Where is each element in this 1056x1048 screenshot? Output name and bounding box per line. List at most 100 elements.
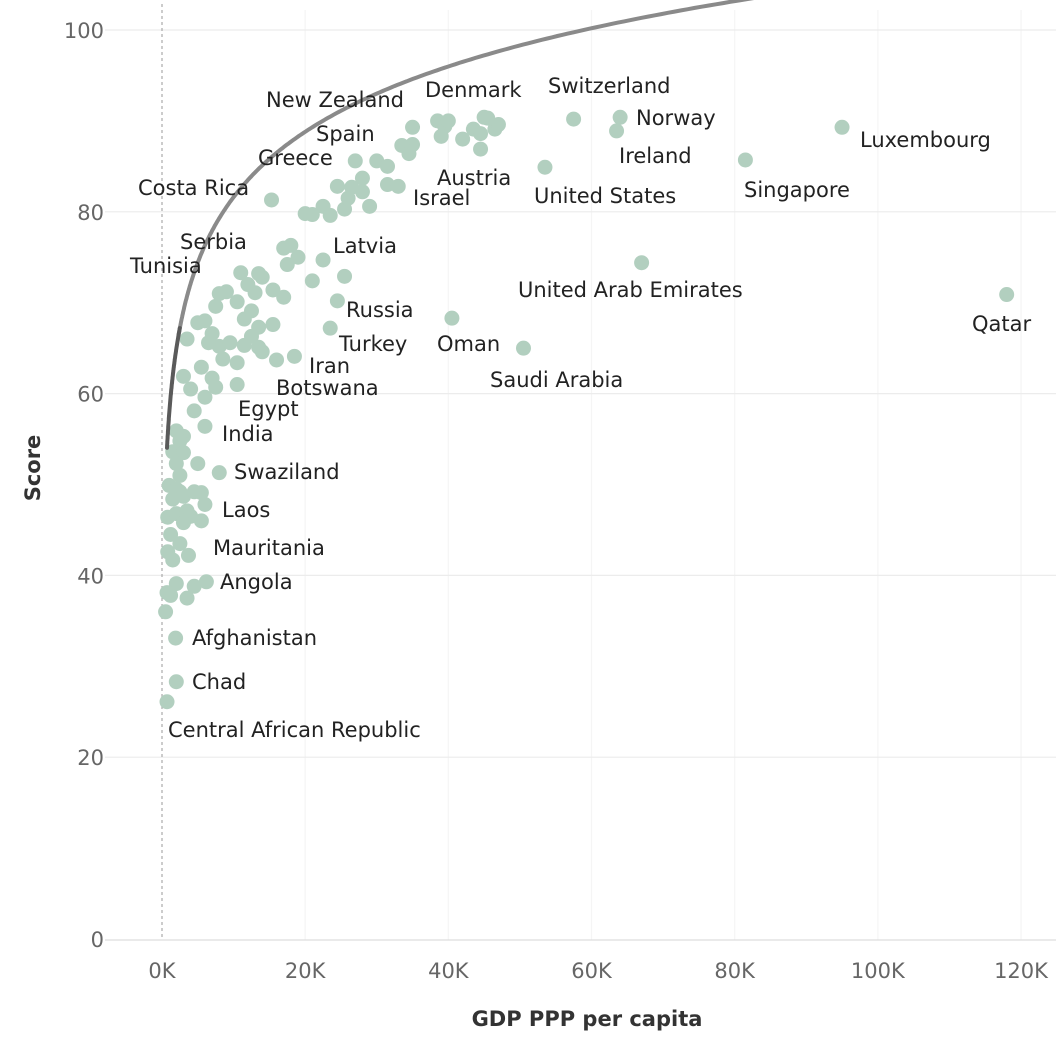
data-points (158, 109, 1015, 710)
y-tick-label: 100 (64, 19, 104, 43)
data-point (265, 282, 281, 298)
x-tick-label: 80K (714, 959, 756, 983)
point-label: Luxembourg (860, 128, 991, 152)
data-point (158, 604, 174, 620)
trend-line-lower (165, 326, 182, 450)
data-point (337, 268, 353, 284)
data-point (354, 170, 370, 186)
y-tick-label: 40 (77, 564, 104, 588)
point-label: Mauritania (213, 536, 325, 560)
data-point (290, 249, 306, 265)
data-point (197, 496, 213, 512)
point-label: Austria (437, 166, 511, 190)
x-axis-title: GDP PPP per capita (472, 1007, 703, 1031)
point-label: India (222, 422, 274, 446)
data-point (401, 146, 417, 162)
point-label: Iran (309, 354, 350, 378)
point-label: Costa Rica (138, 176, 249, 200)
data-point (279, 257, 295, 273)
data-point (198, 574, 214, 590)
data-point (265, 317, 281, 333)
x-tick-label: 0K (148, 959, 176, 983)
point-label: Angola (220, 570, 293, 594)
point-label: Laos (222, 498, 270, 522)
data-point (612, 109, 628, 125)
data-point (390, 178, 406, 194)
data-point (197, 313, 213, 329)
point-label: New Zealand (266, 88, 404, 112)
x-tick-label: 120K (994, 959, 1049, 983)
data-point (180, 547, 196, 563)
point-label: Botswana (276, 376, 379, 400)
point-label: Swaziland (234, 460, 340, 484)
data-point (322, 320, 338, 336)
point-label: Central African Republic (168, 718, 421, 742)
data-point (297, 206, 313, 222)
data-point (405, 119, 421, 135)
y-axis-ticks: 0 20 40 60 80 100 (64, 19, 104, 952)
data-point (193, 359, 209, 375)
point-label: Norway (636, 106, 716, 130)
data-point (329, 293, 345, 309)
data-point (208, 379, 224, 395)
data-point (159, 585, 175, 601)
data-point (179, 590, 195, 606)
point-label: Latvia (333, 234, 397, 258)
data-point (566, 111, 582, 127)
data-point (515, 340, 531, 356)
data-point (440, 113, 456, 129)
y-tick-label: 80 (77, 201, 104, 225)
data-point (229, 355, 245, 371)
data-point (175, 368, 191, 384)
data-point (276, 289, 292, 305)
trend-line (165, 0, 755, 450)
point-label: Greece (258, 146, 333, 170)
data-point (251, 266, 267, 282)
data-point (304, 273, 320, 289)
data-point (229, 377, 245, 393)
point-label: Tunisia (129, 254, 202, 278)
point-label: Saudi Arabia (490, 368, 623, 392)
data-point (197, 389, 213, 405)
trend-line-upper (176, 0, 755, 338)
data-point (183, 381, 199, 397)
data-point (286, 348, 302, 364)
x-tick-label: 100K (851, 959, 906, 983)
data-point (609, 123, 625, 139)
point-label: Spain (316, 122, 375, 146)
data-point (175, 445, 191, 461)
data-point (315, 252, 331, 268)
data-point (165, 444, 181, 460)
data-point (190, 456, 206, 472)
data-point (172, 433, 188, 449)
data-point (634, 255, 650, 271)
data-point (455, 131, 471, 147)
data-point (473, 126, 489, 142)
point-label: Serbia (180, 230, 247, 254)
point-label: United States (534, 184, 676, 208)
x-axis-ticks: 0K 20K 40K 60K 80K 100K 120K (148, 959, 1049, 983)
data-point (208, 298, 224, 314)
data-point (159, 694, 175, 710)
data-point (264, 192, 280, 208)
data-point (215, 351, 231, 367)
data-point (240, 277, 256, 293)
point-label: Israel (413, 186, 470, 210)
point-label: Egypt (238, 397, 299, 421)
data-point (834, 119, 850, 135)
data-point (329, 178, 345, 194)
point-label: Qatar (972, 312, 1032, 336)
data-point (172, 467, 188, 483)
point-label: Singapore (744, 178, 850, 202)
data-point (186, 578, 202, 594)
data-point (163, 526, 179, 542)
data-point (168, 576, 184, 592)
point-label: Chad (192, 670, 246, 694)
data-point (211, 465, 227, 481)
data-point (243, 303, 259, 319)
data-point (999, 287, 1015, 303)
data-point (254, 344, 270, 360)
data-point (165, 491, 181, 507)
y-tick-label: 60 (77, 383, 104, 407)
